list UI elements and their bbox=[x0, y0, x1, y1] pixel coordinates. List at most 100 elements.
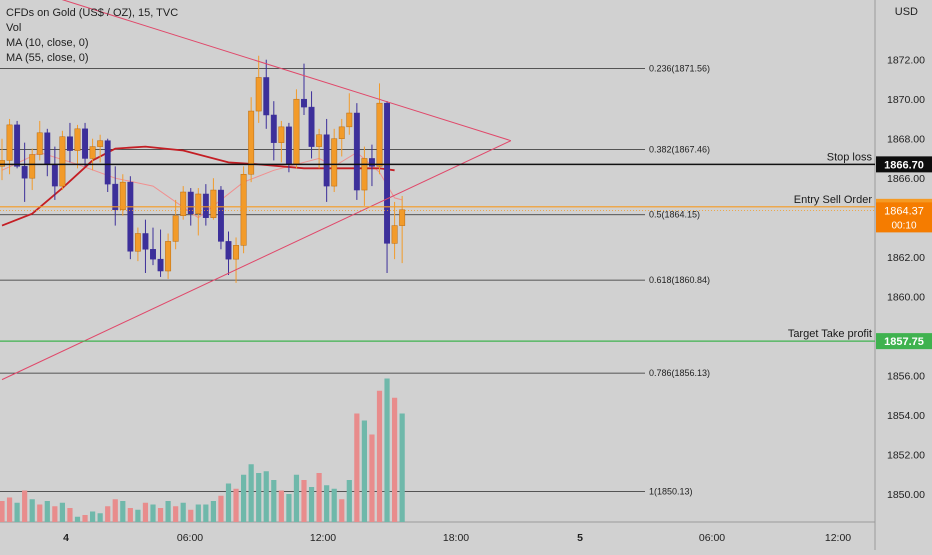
candle-body bbox=[59, 136, 66, 187]
candle-body bbox=[44, 132, 51, 165]
volume-bar bbox=[361, 420, 367, 522]
candle-body bbox=[399, 209, 406, 226]
volume-bar bbox=[37, 504, 43, 522]
fib-level-label: 0.618(1860.84) bbox=[649, 275, 710, 285]
order-lines[interactable]: Stop loss Entry Sell Order Target Take pro… bbox=[0, 151, 875, 342]
candle-body bbox=[89, 146, 96, 159]
candle-body bbox=[97, 140, 104, 147]
volume-bar bbox=[225, 483, 232, 522]
candle-body bbox=[316, 134, 323, 147]
candle-body bbox=[112, 183, 119, 211]
fib-level-label: 0.786(1856.13) bbox=[649, 368, 710, 378]
candle-body bbox=[293, 98, 300, 165]
volume-bar bbox=[29, 499, 35, 522]
fib-level-label: 1(1850.13) bbox=[649, 487, 693, 497]
volume-bar bbox=[112, 499, 118, 522]
candle-body bbox=[0, 160, 5, 167]
candle-body bbox=[376, 102, 383, 167]
candle-body bbox=[21, 166, 28, 179]
candle-body bbox=[150, 249, 156, 260]
volume-bar bbox=[90, 511, 96, 522]
current-price-tag-text: 1864.37 bbox=[884, 205, 924, 217]
volume-bar bbox=[399, 413, 405, 522]
price-axis[interactable]: 1872.00 1870.00 1868.00 1866.00 1862.00 1860.… bbox=[876, 55, 932, 501]
time-tick-label: 06:00 bbox=[699, 532, 725, 544]
volume-bar bbox=[271, 480, 277, 522]
ma10-indicator-label[interactable]: MA (10, close, 0) bbox=[6, 37, 89, 49]
volume-bar bbox=[241, 474, 247, 522]
time-axis[interactable]: 4 06:00 12:00 18:00 5 06:00 12:00 bbox=[63, 532, 851, 544]
candle-body bbox=[180, 191, 187, 216]
volume-bar bbox=[331, 488, 337, 522]
fibonacci-levels[interactable]: 0.236(1871.56) 0.382(1867.46) 0.5(1864.15)… bbox=[0, 63, 710, 497]
target-price-tag[interactable] bbox=[876, 333, 932, 350]
volume-bar bbox=[286, 494, 292, 522]
candle-body bbox=[6, 124, 13, 161]
volume-bar bbox=[324, 485, 330, 522]
symbol-title[interactable]: CFDs on Gold (US$ / OZ), 15, TVC bbox=[6, 7, 179, 19]
candle-body bbox=[14, 124, 21, 167]
candle-body bbox=[172, 215, 179, 242]
volume-bar bbox=[248, 464, 254, 522]
fib-level-label: 0.5(1864.15) bbox=[649, 210, 700, 220]
price-tick-label: 1856.00 bbox=[887, 371, 925, 383]
target-take-profit-label: Target Take profit bbox=[788, 328, 872, 340]
target-price-tag-text: 1857.75 bbox=[884, 336, 924, 348]
price-tick-label: 1866.00 bbox=[887, 173, 925, 185]
volume-bar bbox=[157, 508, 164, 522]
candle-body bbox=[331, 138, 338, 187]
candle-body bbox=[338, 126, 345, 139]
volume-bar bbox=[52, 506, 58, 522]
volume-pane bbox=[0, 378, 405, 522]
volume-bar bbox=[22, 490, 28, 522]
stop-loss-price-tag[interactable] bbox=[876, 156, 932, 173]
volume-bar bbox=[188, 509, 194, 522]
ma55-indicator-label[interactable]: MA (55, close, 0) bbox=[6, 52, 89, 64]
volume-bar bbox=[354, 413, 360, 522]
stop-loss-label: Stop loss bbox=[827, 151, 873, 163]
triangle-lower-trendline[interactable] bbox=[1, 140, 512, 381]
price-tick-label: 1872.00 bbox=[887, 55, 925, 67]
candle-body bbox=[248, 110, 255, 175]
triangle-upper-trendline[interactable] bbox=[2, 0, 512, 142]
volume-bar bbox=[180, 502, 186, 522]
volume-indicator-label[interactable]: Vol bbox=[6, 22, 22, 34]
volume-bar bbox=[14, 502, 20, 522]
time-tick-label: 18:00 bbox=[443, 532, 469, 544]
volume-bar bbox=[150, 504, 156, 522]
candle-body bbox=[51, 164, 58, 187]
candle-body bbox=[346, 112, 353, 128]
volume-bar bbox=[339, 499, 345, 522]
volume-bar bbox=[218, 495, 224, 522]
candle-body bbox=[240, 173, 247, 246]
triangle-drawing[interactable] bbox=[1, 0, 512, 381]
volume-bar bbox=[82, 515, 88, 522]
chart-legend: CFDs on Gold (US$ / OZ), 15, TVC Vol MA … bbox=[6, 6, 178, 66]
volume-bar bbox=[105, 506, 111, 522]
volume-bar bbox=[203, 504, 209, 522]
volume-bar bbox=[74, 516, 81, 522]
time-tick-label: 4 bbox=[63, 532, 69, 544]
candle-body bbox=[165, 241, 172, 272]
fib-level-label: 0.236(1871.56) bbox=[649, 63, 710, 73]
candle-body bbox=[134, 233, 141, 252]
current-price-tag[interactable] bbox=[876, 202, 932, 233]
volume-bar bbox=[233, 488, 239, 522]
volume-bar bbox=[293, 474, 300, 522]
stop-loss-price-tag-text: 1866.70 bbox=[884, 159, 924, 171]
volume-bar bbox=[210, 501, 216, 522]
candle-body bbox=[202, 193, 209, 218]
price-tick-label: 1870.00 bbox=[887, 94, 925, 106]
volume-bar bbox=[308, 487, 315, 522]
candle-body bbox=[218, 189, 224, 242]
volume-bar bbox=[376, 390, 383, 522]
volume-bar bbox=[44, 501, 50, 522]
time-tick-label: 12:00 bbox=[825, 532, 851, 544]
volume-bar bbox=[135, 509, 141, 522]
candle-body bbox=[263, 77, 270, 116]
candle-body bbox=[36, 132, 43, 155]
candle-body bbox=[74, 128, 81, 151]
candle-body bbox=[270, 114, 277, 143]
